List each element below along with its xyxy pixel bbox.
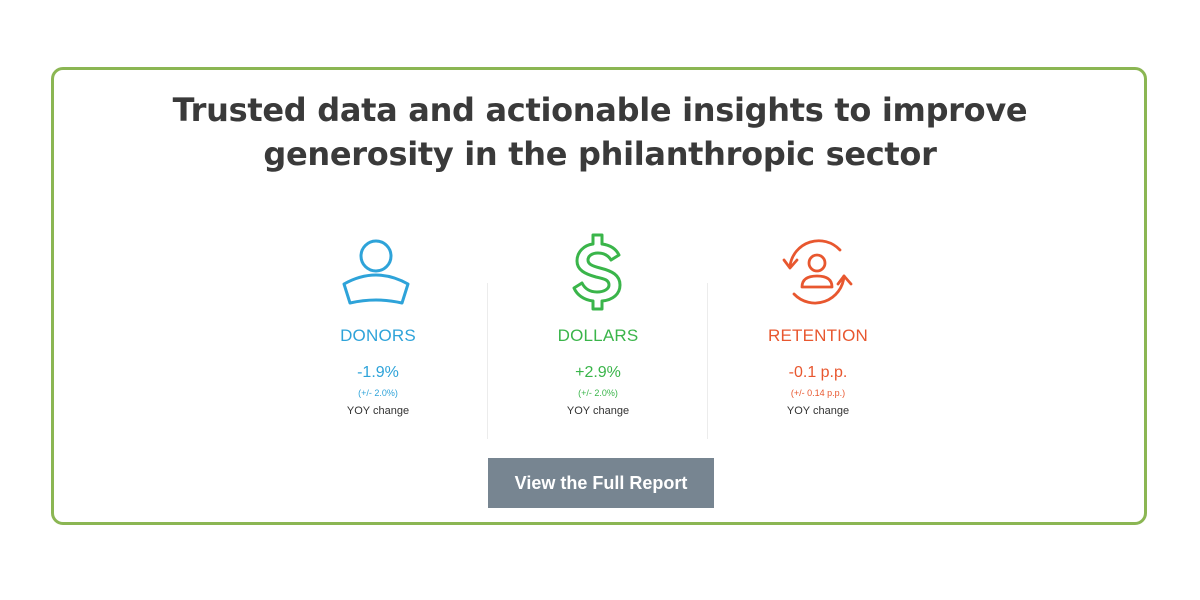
divider [487, 283, 488, 439]
stat-value: -1.9% [357, 364, 399, 381]
stat-caption: YOY change [346, 405, 410, 417]
retention-cycle-icon [782, 239, 853, 305]
stat-value: -0.1 p.p. [788, 364, 848, 381]
stat-margin-of-error: (+/- 2.0%) [578, 388, 618, 398]
stat-margin-of-error: (+/- 2.0%) [358, 388, 398, 398]
view-full-report-button[interactable]: View the Full Report [488, 458, 714, 508]
headline-line-2: generosity in the philanthropic sector [263, 135, 937, 173]
stat-label: DONORS [340, 326, 416, 345]
headline-line-1: Trusted data and actionable insights to … [172, 91, 1028, 129]
dollar-sign-icon [572, 233, 622, 311]
stat-label: DOLLARS [557, 326, 639, 345]
headline: Trusted data and actionable insights to … [0, 88, 1200, 176]
stat-caption: YOY change [566, 405, 630, 417]
divider [707, 283, 708, 439]
report-card [51, 67, 1147, 525]
stat-retention: RETENTION -0.1 p.p. (+/- 0.14 p.p.) YOY … [708, 232, 928, 418]
stat-label: RETENTION [767, 326, 869, 345]
stat-dollars: DOLLARS +2.9% (+/- 2.0%) YOY change [488, 232, 708, 418]
stat-value: +2.9% [575, 364, 621, 381]
stat-donors: DONORS -1.9% (+/- 2.0%) YOY change [268, 232, 488, 418]
person-icon [342, 239, 410, 305]
stat-margin-of-error: (+/- 0.14 p.p.) [790, 388, 846, 398]
stat-caption: YOY change [786, 405, 850, 417]
